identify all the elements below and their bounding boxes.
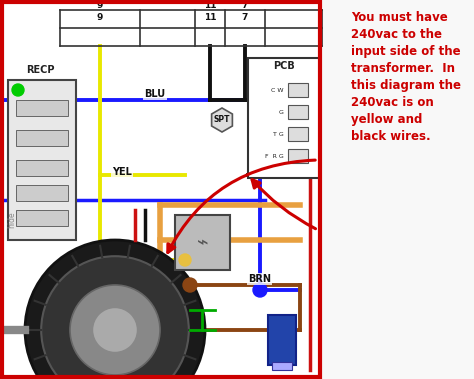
Bar xyxy=(16,210,68,226)
Bar xyxy=(16,160,68,176)
Circle shape xyxy=(179,254,191,266)
Circle shape xyxy=(41,256,189,379)
Circle shape xyxy=(25,240,205,379)
Circle shape xyxy=(183,278,197,292)
Text: 11: 11 xyxy=(204,0,216,9)
Bar xyxy=(288,83,308,97)
Bar xyxy=(8,80,76,240)
Text: T G: T G xyxy=(273,132,284,136)
Circle shape xyxy=(253,283,267,297)
Text: 7: 7 xyxy=(242,14,248,22)
Text: BRN: BRN xyxy=(248,274,271,284)
Bar xyxy=(16,130,68,146)
Text: 11: 11 xyxy=(204,14,216,22)
Bar xyxy=(288,149,308,163)
Text: ⌁: ⌁ xyxy=(197,233,209,252)
Text: You must have
240vac to the
input side of the
transformer.  In
this diagram the
: You must have 240vac to the input side o… xyxy=(351,11,461,143)
Bar xyxy=(318,0,474,379)
Bar xyxy=(0,0,322,379)
Text: G: G xyxy=(279,110,284,114)
Bar xyxy=(248,58,320,178)
Circle shape xyxy=(12,84,24,96)
Text: 7: 7 xyxy=(242,0,248,9)
Bar xyxy=(2,2,320,377)
Bar xyxy=(288,105,308,119)
Text: PCB: PCB xyxy=(273,61,295,71)
Text: hide: hide xyxy=(7,212,16,228)
Circle shape xyxy=(70,285,160,375)
Bar xyxy=(16,100,68,116)
Bar xyxy=(288,127,308,141)
Text: BLU: BLU xyxy=(145,89,165,99)
Bar xyxy=(175,215,230,270)
Text: C W: C W xyxy=(272,88,284,92)
Text: 9: 9 xyxy=(97,14,103,22)
Text: SPT: SPT xyxy=(214,116,230,124)
Bar xyxy=(268,315,296,365)
Text: 9: 9 xyxy=(97,0,103,9)
Bar xyxy=(272,362,292,370)
Text: RECP: RECP xyxy=(26,65,54,75)
Circle shape xyxy=(92,307,137,352)
Text: YEL: YEL xyxy=(112,167,132,177)
Bar xyxy=(16,185,68,201)
Text: F  R G: F R G xyxy=(265,153,284,158)
